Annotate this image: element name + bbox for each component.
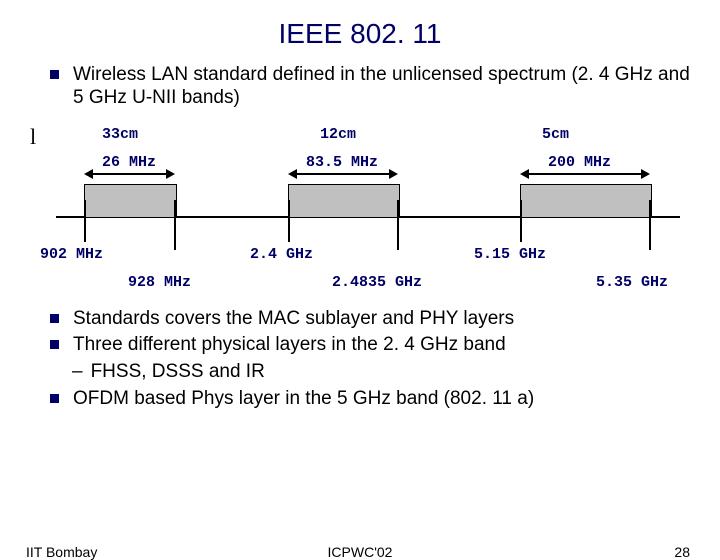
bullet-square-icon <box>50 314 59 323</box>
frequency-label: 2.4835 GHz <box>332 274 422 291</box>
footer-right: 28 <box>674 544 690 560</box>
wavelength-label: 12cm <box>320 126 356 143</box>
bandwidth-label: 200 MHz <box>548 154 611 171</box>
axis-tick <box>174 200 176 250</box>
frequency-label: 928 MHz <box>128 274 191 291</box>
bullet-3a-text: FHSS, DSSS and IR <box>91 361 265 384</box>
arrow-head-left-icon <box>520 169 529 179</box>
bullet-3-text: Three different physical layers in the 2… <box>73 334 506 357</box>
axis-tick <box>649 200 651 250</box>
bullet-square-icon <box>50 70 59 79</box>
bullet-3: Three different physical layers in the 2… <box>50 334 690 357</box>
bullet-4-text: OFDM based Phys layer in the 5 GHz band … <box>73 388 534 411</box>
band-box <box>288 184 400 218</box>
frequency-label: 902 MHz <box>40 246 103 263</box>
axis-tick <box>84 200 86 242</box>
wavelength-label: 33cm <box>102 126 138 143</box>
frequency-label: 2.4 GHz <box>250 246 313 263</box>
frequency-label: 5.15 GHz <box>474 246 546 263</box>
bandwidth-arrow <box>295 173 391 175</box>
spectrum-diagram: l 33cm 26 MHz 902 MHz 928 MHz 12cm 83.5 MHz 2.… <box>0 116 720 306</box>
axis-tick <box>397 200 399 250</box>
band-box <box>520 184 652 218</box>
bandwidth-arrow <box>91 173 168 175</box>
bullets-bottom: Standards covers the MAC sublayer and PH… <box>50 308 690 411</box>
bullet-1: Wireless LAN standard defined in the unl… <box>50 64 690 110</box>
bandwidth-label: 83.5 MHz <box>306 154 378 171</box>
axis-tick <box>288 200 290 242</box>
axis-tick <box>520 200 522 242</box>
lambda-symbol: l <box>30 124 36 150</box>
dash-icon: – <box>72 361 83 383</box>
arrow-head-right-icon <box>389 169 398 179</box>
bullet-3a: – FHSS, DSSS and IR <box>50 361 690 384</box>
bullet-4: OFDM based Phys layer in the 5 GHz band … <box>50 388 690 411</box>
bullets-top: Wireless LAN standard defined in the unl… <box>50 64 690 110</box>
arrow-head-right-icon <box>166 169 175 179</box>
bullet-2: Standards covers the MAC sublayer and PH… <box>50 308 690 331</box>
bullet-square-icon <box>50 340 59 349</box>
slide-title: IEEE 802. 11 <box>0 18 720 50</box>
arrow-head-left-icon <box>84 169 93 179</box>
frequency-label: 5.35 GHz <box>596 274 668 291</box>
bullet-1-text: Wireless LAN standard defined in the unl… <box>73 64 690 110</box>
bandwidth-label: 26 MHz <box>102 154 156 171</box>
arrow-head-left-icon <box>288 169 297 179</box>
bullet-square-icon <box>50 394 59 403</box>
wavelength-label: 5cm <box>542 126 569 143</box>
bandwidth-arrow <box>527 173 643 175</box>
footer-mid: ICPWC'02 <box>0 544 720 560</box>
band-box <box>84 184 177 218</box>
bullet-2-text: Standards covers the MAC sublayer and PH… <box>73 308 514 331</box>
arrow-head-right-icon <box>641 169 650 179</box>
